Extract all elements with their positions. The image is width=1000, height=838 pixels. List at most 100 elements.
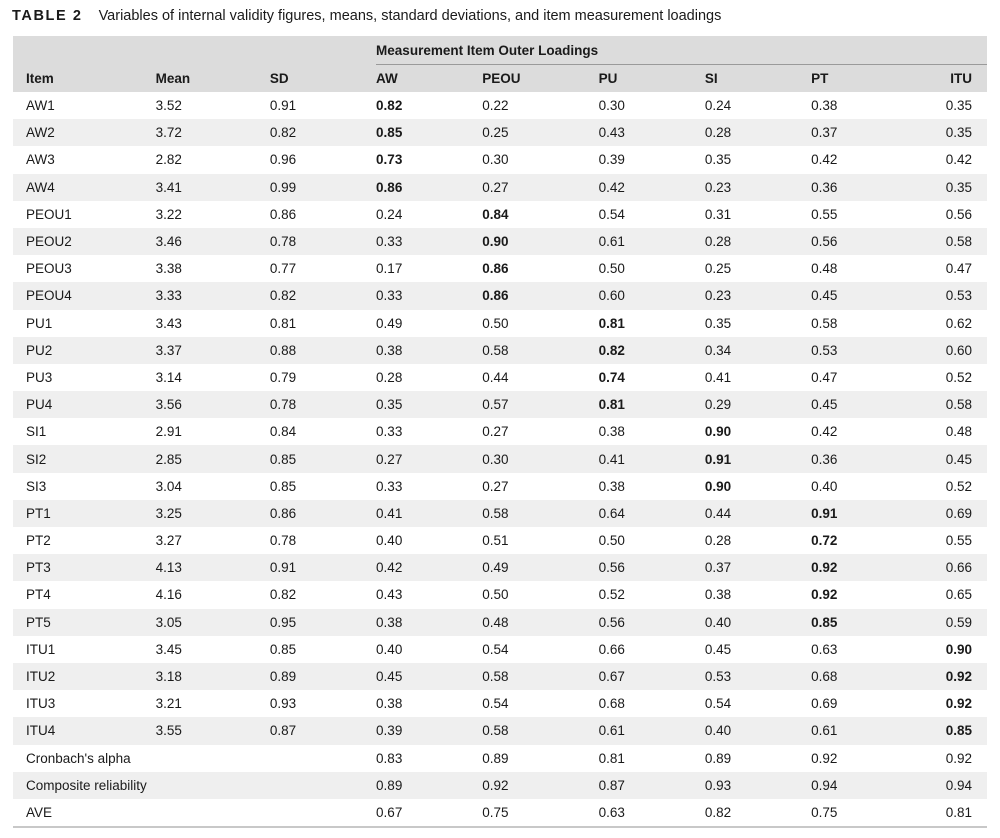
cell-sd: 0.81 bbox=[269, 309, 377, 337]
cell-item: PT5 bbox=[13, 608, 156, 636]
cell-pt: 0.92 bbox=[811, 554, 918, 582]
cell-sd: 0.78 bbox=[269, 227, 377, 256]
cell-pu: 0.81 bbox=[598, 744, 705, 772]
cell-item: ITU3 bbox=[13, 690, 156, 718]
cell-sd: 0.85 bbox=[269, 635, 377, 663]
cell-si: 0.23 bbox=[704, 173, 812, 201]
table-row: PEOU1 3.22 0.86 0.24 0.84 0.54 0.31 0.55 0.56 bbox=[13, 200, 987, 228]
cell-peou: 0.58 bbox=[482, 499, 599, 527]
cell-sd: 0.96 bbox=[269, 146, 377, 174]
table-row: ITU3 3.21 0.93 0.38 0.54 0.68 0.54 0.69 0.92 bbox=[13, 690, 987, 718]
cell-pu: 0.41 bbox=[598, 445, 705, 473]
cell-item: Cronbach's alpha bbox=[13, 744, 156, 772]
cell-si: 0.40 bbox=[704, 717, 812, 745]
cell-sd: 0.78 bbox=[269, 391, 377, 419]
table-row: PT3 4.13 0.91 0.42 0.49 0.56 0.37 0.92 0.66 bbox=[13, 554, 987, 582]
cell-mean: 3.14 bbox=[155, 363, 270, 392]
cell-pu: 0.38 bbox=[598, 472, 705, 500]
cell-itu: 0.48 bbox=[917, 418, 987, 446]
cell-si: 0.53 bbox=[704, 662, 812, 691]
cell-si: 0.29 bbox=[704, 391, 812, 419]
cell-aw: 0.40 bbox=[376, 635, 483, 663]
cell-pu: 0.87 bbox=[598, 771, 705, 799]
cell-mean: 3.21 bbox=[155, 690, 270, 718]
cell-si: 0.91 bbox=[704, 445, 812, 473]
cell-aw: 0.85 bbox=[376, 119, 483, 147]
cell-aw: 0.89 bbox=[376, 771, 483, 799]
table-title: Variables of internal validity figures, … bbox=[98, 8, 722, 24]
cell-sd: 0.95 bbox=[269, 608, 377, 636]
cell-itu: 0.65 bbox=[917, 581, 987, 609]
cell-pu: 0.39 bbox=[598, 146, 705, 174]
cell-pt: 0.36 bbox=[811, 445, 918, 473]
cell-aw: 0.67 bbox=[376, 798, 483, 829]
cell-mean: 3.04 bbox=[155, 472, 270, 500]
cell-item: SI2 bbox=[13, 445, 156, 473]
table-row: SI1 2.91 0.84 0.33 0.27 0.38 0.90 0.42 0.48 bbox=[13, 418, 987, 446]
group-header-outer-loadings: Measurement Item Outer Loadings bbox=[376, 36, 987, 65]
table-caption: TABLE 2 Variables of internal validity f… bbox=[12, 8, 721, 24]
cell-peou: 0.75 bbox=[482, 798, 599, 829]
cell-pt: 0.37 bbox=[811, 119, 918, 147]
cell-item: AVE bbox=[13, 798, 156, 829]
cell-pu: 0.52 bbox=[598, 581, 705, 609]
cell-peou: 0.54 bbox=[482, 635, 599, 663]
cell-si: 0.37 bbox=[704, 554, 812, 582]
cell-pt: 0.92 bbox=[811, 744, 918, 772]
cell-aw: 0.38 bbox=[376, 690, 483, 718]
cell-pu: 0.81 bbox=[598, 391, 705, 419]
cell-pu: 0.68 bbox=[598, 690, 705, 718]
table-row: AW3 2.82 0.96 0.73 0.30 0.39 0.35 0.42 0.42 bbox=[13, 146, 987, 174]
cell-pu: 0.66 bbox=[598, 635, 705, 663]
table-row: ITU4 3.55 0.87 0.39 0.58 0.61 0.40 0.61 0.85 bbox=[13, 717, 987, 745]
cell-pt: 0.72 bbox=[811, 527, 918, 555]
cell-si: 0.40 bbox=[704, 608, 812, 636]
table-row: PEOU4 3.33 0.82 0.33 0.86 0.60 0.23 0.45 0.53 bbox=[13, 282, 987, 310]
cell-item: PU3 bbox=[13, 363, 156, 392]
cell-mean: 2.82 bbox=[155, 146, 270, 174]
cell-itu: 0.58 bbox=[917, 391, 987, 419]
cell-si: 0.28 bbox=[704, 119, 812, 147]
cell-itu: 0.85 bbox=[917, 717, 987, 745]
cell-aw: 0.49 bbox=[376, 309, 483, 337]
cell-itu: 0.56 bbox=[917, 200, 987, 228]
cell-mean: 4.13 bbox=[155, 554, 270, 582]
cell-peou: 0.58 bbox=[482, 662, 599, 691]
table-row: Composite reliability 0.89 0.92 0.87 0.93 0.9… bbox=[13, 771, 987, 799]
cell-sd: 0.78 bbox=[269, 527, 377, 555]
cell-pu: 0.67 bbox=[598, 662, 705, 691]
cell-mean: 3.22 bbox=[155, 200, 270, 228]
cell-itu: 0.59 bbox=[917, 608, 987, 636]
cell-item: AW1 bbox=[13, 92, 156, 120]
table-row: AW4 3.41 0.99 0.86 0.27 0.42 0.23 0.36 0.35 bbox=[13, 173, 987, 201]
cell-pt: 0.94 bbox=[811, 771, 918, 799]
cell-item: PU1 bbox=[13, 309, 156, 337]
cell-item: ITU1 bbox=[13, 635, 156, 663]
cell-si: 0.35 bbox=[704, 309, 812, 337]
cell-aw: 0.27 bbox=[376, 445, 483, 473]
cell-mean bbox=[155, 771, 270, 799]
cell-aw: 0.83 bbox=[376, 744, 483, 772]
cell-item: SI3 bbox=[13, 472, 156, 500]
cell-pu: 0.61 bbox=[598, 227, 705, 256]
col-header-pu: PU bbox=[598, 64, 705, 92]
table-row: SI2 2.85 0.85 0.27 0.30 0.41 0.91 0.36 0.45 bbox=[13, 445, 987, 473]
cell-mean: 2.85 bbox=[155, 445, 270, 473]
cell-si: 0.23 bbox=[704, 282, 812, 310]
cell-aw: 0.41 bbox=[376, 499, 483, 527]
cell-aw: 0.82 bbox=[376, 92, 483, 120]
cell-itu: 0.35 bbox=[917, 119, 987, 147]
cell-aw: 0.39 bbox=[376, 717, 483, 745]
cell-aw: 0.17 bbox=[376, 255, 483, 283]
cell-pt: 0.68 bbox=[811, 662, 918, 691]
cell-mean: 3.72 bbox=[155, 119, 270, 147]
cell-pu: 0.64 bbox=[598, 499, 705, 527]
cell-pt: 0.75 bbox=[811, 798, 918, 829]
cell-peou: 0.50 bbox=[482, 309, 599, 337]
cell-pt: 0.53 bbox=[811, 336, 918, 364]
cell-si: 0.28 bbox=[704, 227, 812, 256]
col-header-pt: PT bbox=[811, 64, 918, 92]
cell-pt: 0.36 bbox=[811, 173, 918, 201]
cell-itu: 0.66 bbox=[917, 554, 987, 582]
table-row: PEOU3 3.38 0.77 0.17 0.86 0.50 0.25 0.48 0.47 bbox=[13, 255, 987, 283]
